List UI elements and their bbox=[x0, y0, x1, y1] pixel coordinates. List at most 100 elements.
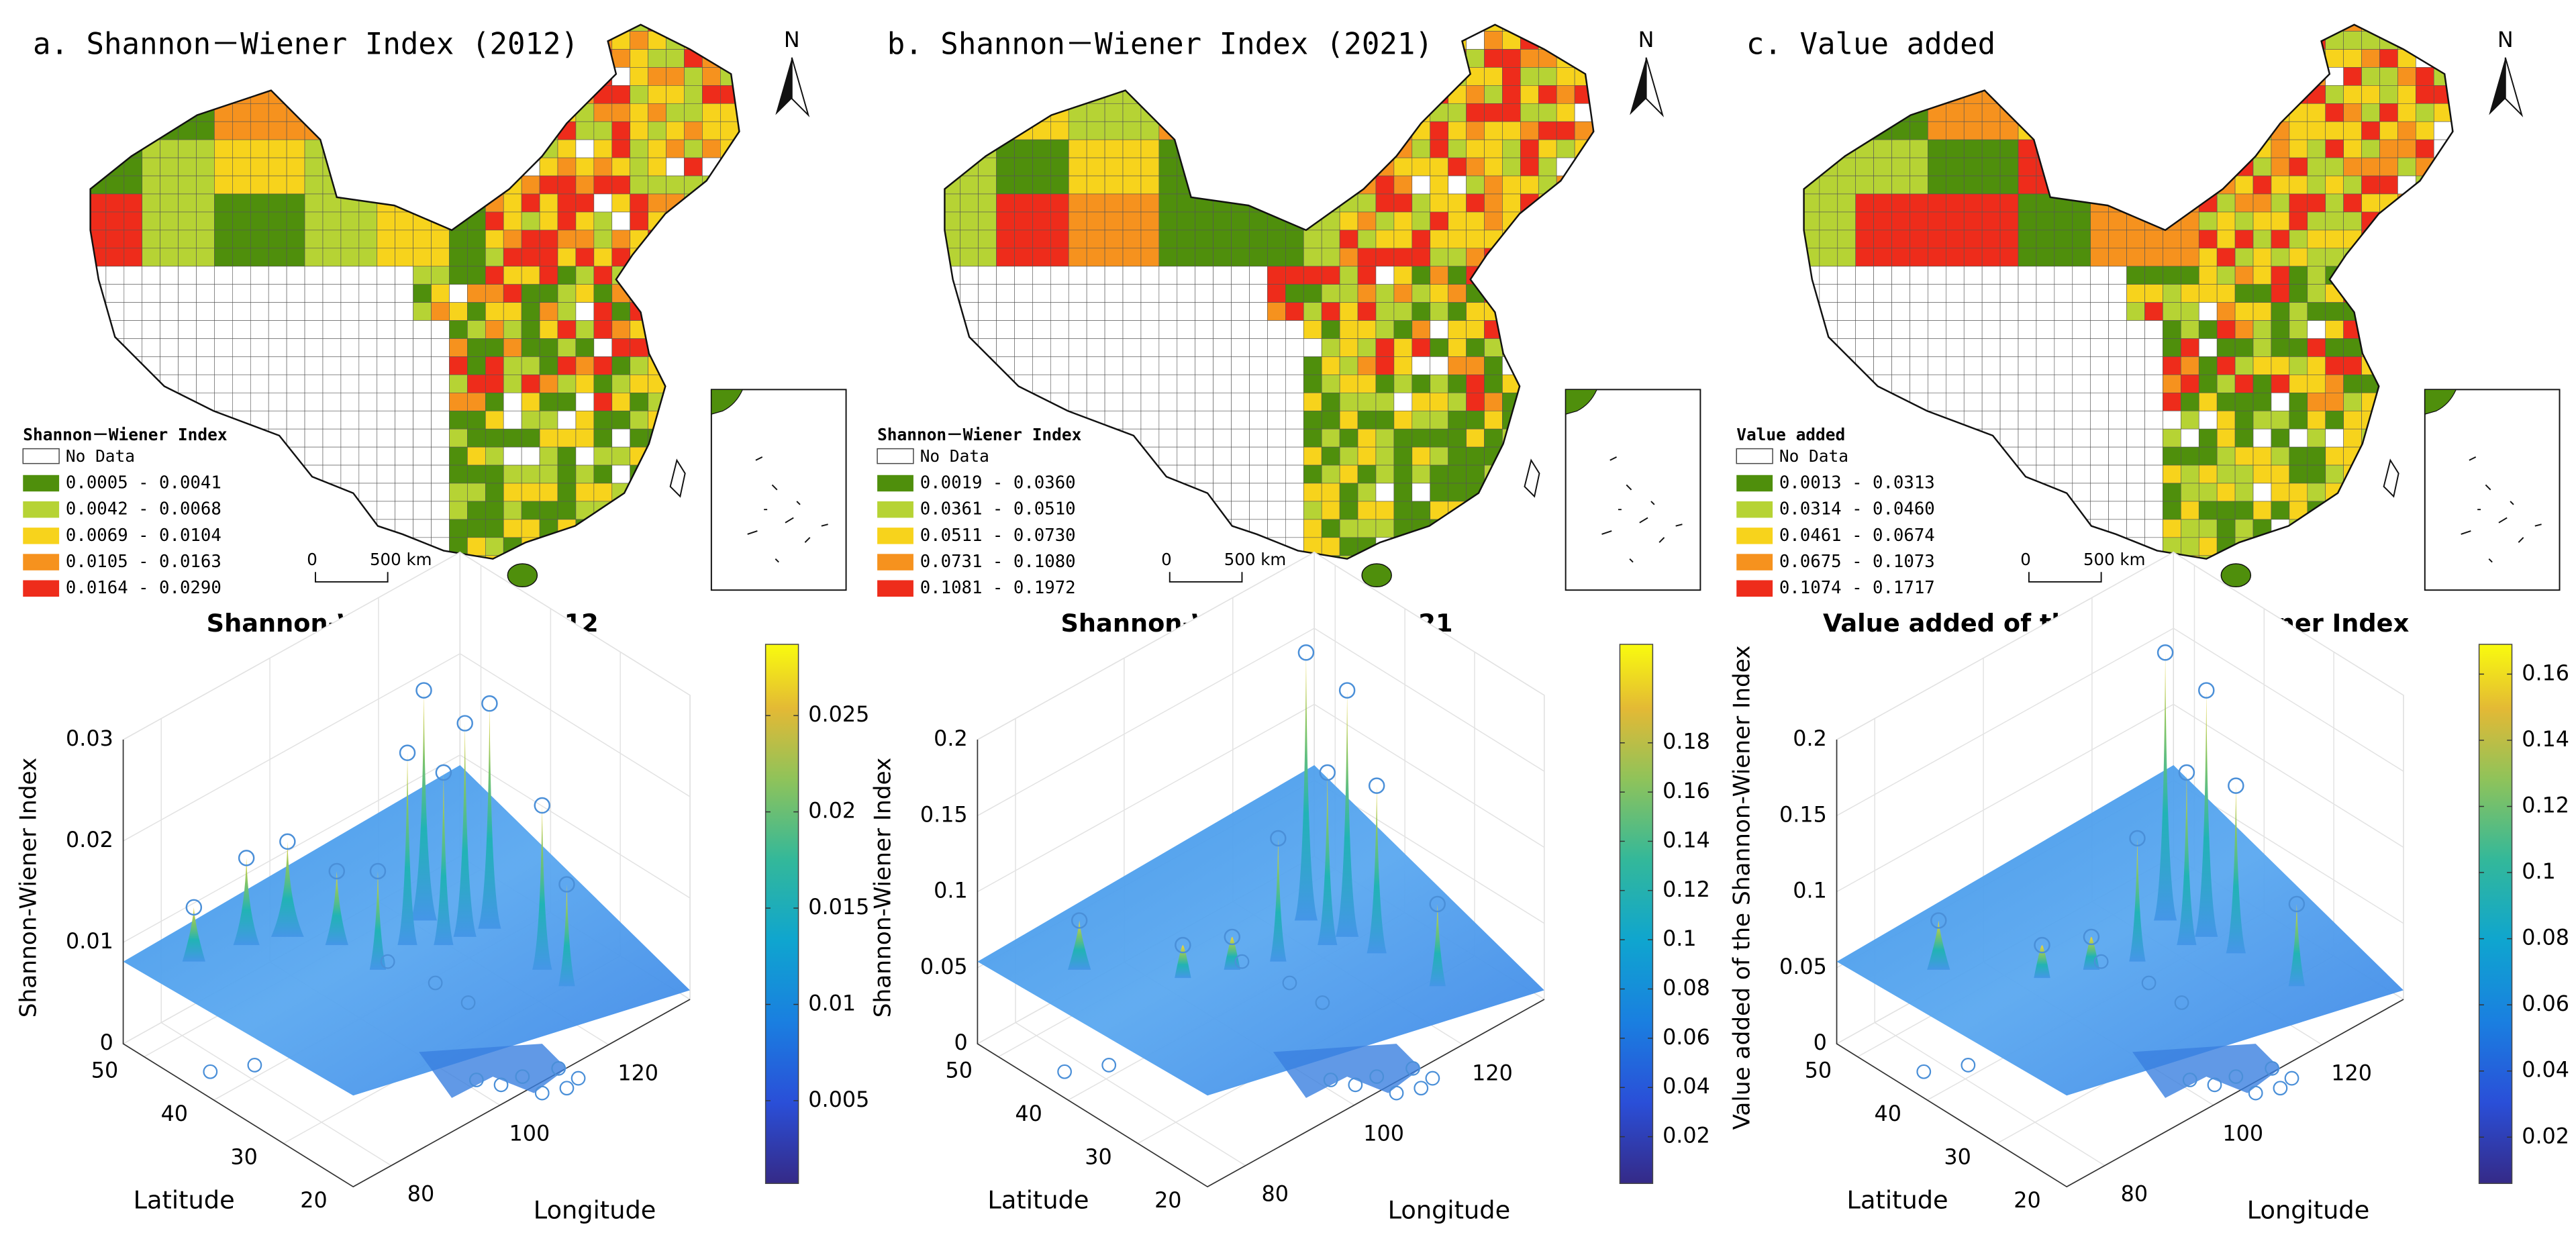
map-region bbox=[960, 248, 979, 267]
map-region bbox=[2054, 375, 2073, 393]
map-region bbox=[178, 103, 197, 122]
map-region bbox=[1891, 410, 1910, 430]
map-region bbox=[2072, 103, 2091, 122]
map-region bbox=[1466, 230, 1485, 249]
map-region bbox=[2271, 85, 2290, 104]
map-region bbox=[1873, 85, 1892, 104]
map-region bbox=[1945, 67, 1965, 86]
map-region bbox=[960, 85, 979, 104]
map-region bbox=[340, 501, 360, 520]
map-region bbox=[377, 284, 395, 303]
map-region bbox=[1999, 121, 2019, 140]
map-region bbox=[960, 338, 979, 357]
map-region bbox=[2271, 320, 2290, 339]
map-region bbox=[214, 320, 233, 339]
map-region bbox=[431, 230, 450, 249]
map-region bbox=[2379, 375, 2398, 393]
map-region bbox=[2108, 393, 2127, 411]
surface-peak bbox=[2177, 773, 2197, 946]
map-region bbox=[2361, 85, 2380, 104]
z-tick-label: 0.15 bbox=[920, 801, 968, 827]
map-region bbox=[142, 121, 160, 140]
axis-line bbox=[1836, 740, 2404, 1188]
map-region bbox=[2343, 266, 2362, 285]
map-region bbox=[1158, 175, 1178, 195]
map-region bbox=[413, 428, 432, 448]
map-region bbox=[1502, 157, 1521, 177]
map-region bbox=[2325, 519, 2344, 538]
map-region bbox=[90, 320, 107, 339]
map-region bbox=[2036, 537, 2055, 556]
surface-peak bbox=[270, 841, 304, 937]
map-region bbox=[232, 266, 251, 285]
map-region bbox=[160, 211, 179, 231]
map-region bbox=[1122, 284, 1142, 303]
map-region bbox=[1068, 121, 1087, 140]
map-region bbox=[593, 103, 613, 122]
map-region bbox=[2252, 302, 2272, 321]
map-region bbox=[2252, 284, 2272, 303]
map-region bbox=[2163, 446, 2181, 466]
map-region bbox=[2018, 501, 2037, 520]
map-region bbox=[2090, 103, 2109, 122]
colorbar bbox=[1619, 644, 1654, 1185]
data-marker bbox=[551, 1060, 566, 1076]
map-region bbox=[358, 356, 378, 375]
map-region bbox=[2198, 320, 2218, 339]
map-region bbox=[286, 320, 305, 339]
map-region bbox=[2397, 31, 2416, 50]
map-region bbox=[1104, 537, 1124, 556]
map-region bbox=[1158, 230, 1178, 249]
map-region bbox=[2343, 519, 2362, 538]
map-region bbox=[2325, 266, 2344, 285]
map-region bbox=[322, 302, 342, 321]
map-region bbox=[485, 266, 504, 285]
map-region bbox=[1502, 266, 1521, 285]
map-region bbox=[1910, 428, 1928, 448]
map-region bbox=[1303, 121, 1322, 140]
map-region bbox=[539, 302, 558, 321]
map-region bbox=[105, 85, 125, 104]
island bbox=[1361, 563, 1392, 588]
map-region bbox=[1231, 302, 1250, 321]
map-region bbox=[485, 428, 504, 448]
map-region bbox=[1910, 248, 1928, 267]
map-region bbox=[413, 85, 432, 104]
map-region bbox=[2126, 85, 2145, 104]
map-region bbox=[666, 338, 685, 357]
map-region bbox=[2090, 230, 2109, 249]
map-region bbox=[684, 67, 703, 86]
map-region bbox=[575, 121, 595, 140]
map-region bbox=[322, 428, 342, 448]
map-region bbox=[1249, 410, 1268, 430]
map-region bbox=[322, 464, 342, 484]
map-region bbox=[1910, 121, 1928, 140]
map-region bbox=[1231, 157, 1250, 177]
map-region bbox=[1803, 356, 1820, 375]
map-region bbox=[232, 537, 251, 556]
map-region bbox=[142, 139, 160, 158]
map-region bbox=[738, 24, 740, 32]
legend-swatch bbox=[1736, 448, 1773, 464]
map-region bbox=[1963, 393, 1983, 411]
surface-peak bbox=[1429, 903, 1446, 987]
map-region bbox=[105, 103, 125, 122]
map-region bbox=[1999, 410, 2019, 430]
map-region bbox=[1873, 302, 1892, 321]
map-region bbox=[575, 483, 595, 502]
map-region bbox=[1213, 320, 1232, 339]
map-region bbox=[105, 356, 125, 375]
map-region bbox=[593, 446, 613, 466]
map-region bbox=[377, 67, 395, 86]
map-region bbox=[431, 393, 450, 411]
map-region bbox=[2054, 519, 2073, 538]
map-region bbox=[666, 193, 685, 213]
x-tick-label: 100 bbox=[1363, 1121, 1404, 1146]
map-region bbox=[1592, 230, 1594, 249]
map-region bbox=[1086, 193, 1105, 213]
map-region bbox=[1050, 193, 1069, 213]
data-marker bbox=[1369, 1069, 1385, 1084]
map-region bbox=[684, 375, 703, 393]
map-region bbox=[2163, 24, 2181, 32]
map-region bbox=[1086, 230, 1105, 249]
